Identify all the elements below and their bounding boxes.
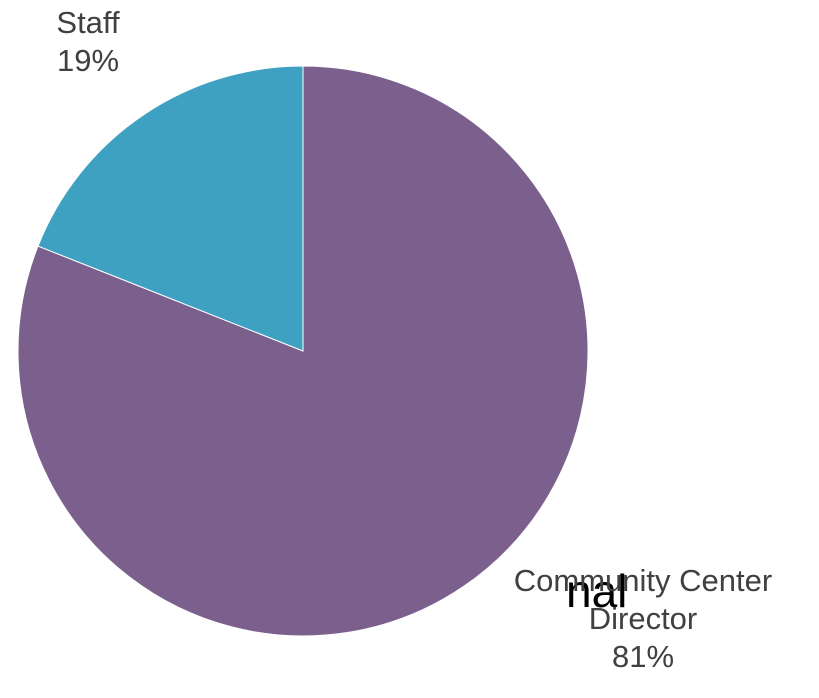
data-label-staff: Staff 19% [28,4,148,80]
data-label-director-percent: 81% [611,639,675,674]
data-label-director-name-line2: Director [588,601,698,636]
data-label-staff-name: Staff [56,5,120,40]
data-label-director-name-line1: Community Center [513,563,773,598]
pie-slice-staff [37,65,304,352]
data-label-community-center-director: Community Center Director 81% [468,562,818,676]
background-text-fragment: nal [566,565,628,617]
data-label-staff-percent: 19% [56,43,120,78]
